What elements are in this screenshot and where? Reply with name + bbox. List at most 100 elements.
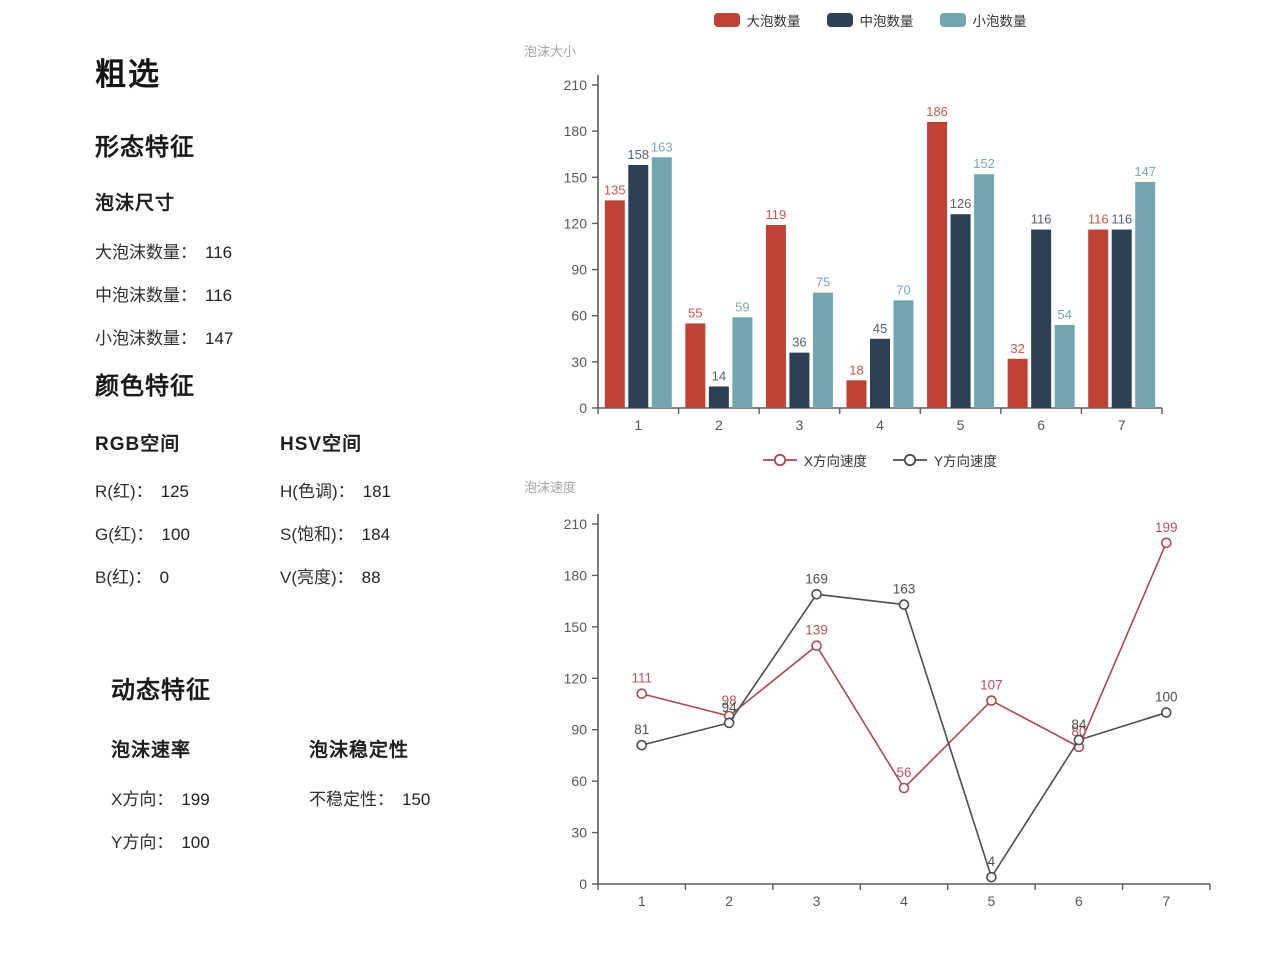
svg-text:116: 116 [1111,212,1132,227]
svg-text:210: 210 [564,77,588,93]
stat-value: 88 [361,568,381,587]
legend-item[interactable]: 中泡数量 [826,10,914,30]
svg-text:163: 163 [893,582,916,597]
bar [846,380,867,408]
svg-text:30: 30 [571,354,587,370]
svg-text:135: 135 [604,182,626,197]
svg-text:36: 36 [792,335,806,350]
stat-label: S(饱和)： [280,525,354,544]
bar [974,174,995,408]
legend-item[interactable]: 小泡数量 [939,10,1027,30]
svg-text:18: 18 [849,362,863,377]
svg-text:80: 80 [1071,724,1086,739]
bar [651,157,672,408]
svg-text:泡沫速度: 泡沫速度 [524,480,576,495]
svg-text:120: 120 [564,670,588,686]
bar [1135,181,1156,408]
svg-text:210: 210 [564,516,588,532]
legend-swatch-icon [826,13,853,27]
bar [927,121,948,409]
legend-label: 大泡数量 [746,14,801,29]
subheading-stability: 泡沫稳定性 [309,740,410,761]
stat-label: 中泡沫数量： [95,286,197,305]
stat-label: B(红)： [95,568,152,587]
bar [1054,324,1075,408]
bar [1111,229,1132,408]
bar [708,386,729,408]
bubble-size-chart: 大泡数量 中泡数量 小泡数量 泡沫大小 0 30 60 90 120 150 180 210 1 2 3 4… [520,8,1220,442]
svg-text:60: 60 [571,308,587,324]
legend-item[interactable]: 大泡数量 [713,10,801,30]
stat-row: 不稳定性： 150 [309,790,430,810]
svg-text:94: 94 [722,700,738,715]
svg-text:32: 32 [1010,341,1024,356]
bar [1007,358,1028,408]
stat-value: 150 [402,790,431,809]
svg-text:3: 3 [813,893,821,909]
page-title: 粗选 [95,57,161,92]
svg-text:70: 70 [896,282,910,297]
data-point-marker [811,640,822,652]
svg-text:120: 120 [564,215,588,231]
svg-text:2: 2 [725,893,733,909]
legend-label: 中泡数量 [859,14,914,29]
subheading-rgb: RGB空间 [95,434,181,455]
svg-text:150: 150 [564,169,588,185]
data-point-marker [898,599,910,610]
line-chart-legend: X方向速度 Y方向速度 [520,448,1240,472]
stat-label: 小泡沫数量： [95,329,197,348]
svg-text:55: 55 [688,305,702,320]
stat-label: H(色调)： [280,482,355,501]
rgb-column: RGB空间 R(红)： 125 G(红)： 100 B(红)： 0 [95,433,280,611]
stat-label: R(红)： [95,482,153,501]
stat-row: 小泡沫数量： 147 [95,329,495,349]
stat-label: 不稳定性： [309,790,394,809]
svg-text:75: 75 [816,275,830,290]
subheading-bubble-size: 泡沫尺寸 [95,193,176,214]
section-heading-color: 颜色特征 [95,373,195,400]
bar [1088,229,1109,408]
bar [812,292,833,408]
bar [789,352,810,408]
svg-text:84: 84 [1071,717,1087,732]
rate-column: 泡沫速率 X方向： 199 Y方向： 100 [111,739,309,876]
stat-row: 中泡沫数量： 116 [95,286,495,306]
svg-text:6: 6 [1037,417,1045,433]
data-point-marker [898,782,910,794]
stat-label: 大泡沫数量： [95,243,197,262]
svg-text:1: 1 [634,417,642,433]
svg-text:152: 152 [973,156,995,171]
stat-value: 199 [181,790,210,809]
y-axis: 0 30 60 90 120 150 180 210 [564,75,599,416]
svg-text:4: 4 [876,417,884,433]
svg-text:139: 139 [805,623,828,638]
svg-text:150: 150 [564,619,588,635]
data-point-marker [811,588,822,600]
subheading-rate: 泡沫速率 [111,740,192,761]
data-point-marker [986,695,997,706]
svg-text:116: 116 [1031,212,1052,227]
svg-text:199: 199 [1155,520,1178,535]
svg-text:59: 59 [735,299,749,314]
x-axis: 1 2 3 4 5 6 7 [597,407,1163,433]
svg-text:0: 0 [579,400,587,416]
svg-text:54: 54 [1057,307,1071,322]
bar [1031,229,1052,408]
bar [685,323,706,408]
bar [732,317,753,408]
legend-item[interactable]: Y方向速度 [893,450,997,470]
legend-item[interactable]: X方向速度 [762,450,867,470]
stat-value: 184 [361,525,391,544]
svg-text:5: 5 [957,417,965,433]
svg-text:2: 2 [715,417,723,433]
y-axis: 0 30 60 90 120 150 180 210 [564,514,599,892]
legend-line-marker-icon [893,453,927,467]
svg-text:147: 147 [1134,164,1156,179]
bubble-size-stats: 大泡沫数量： 116 中泡沫数量： 116 小泡沫数量： 147 [95,243,495,349]
svg-text:158: 158 [627,147,649,162]
line-series-1: 81 94 169 163 4 84 100 [634,571,1178,883]
bar-series-0: 135 55 119 18 186 32 116 [604,104,1109,409]
